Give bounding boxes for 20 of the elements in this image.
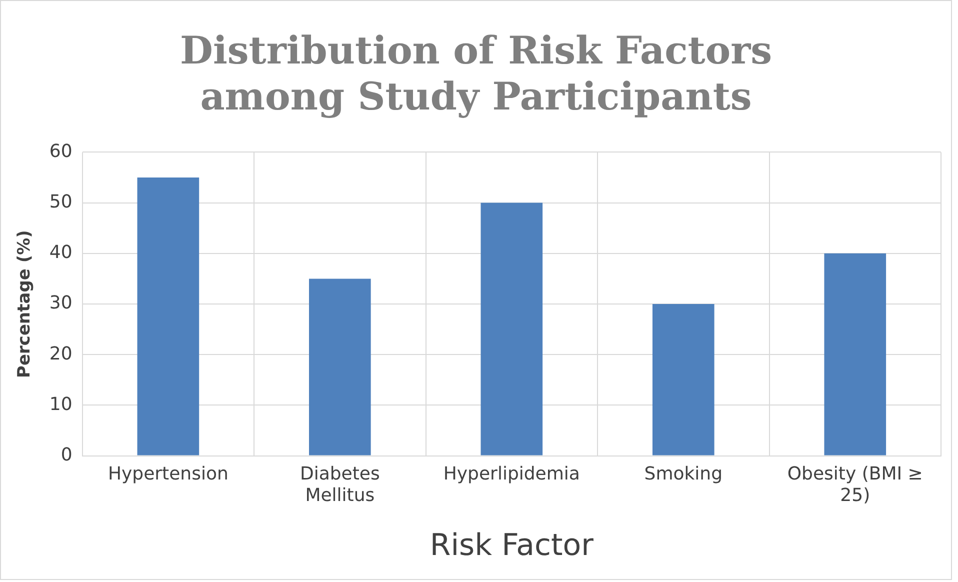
- x-tick-label: Hyperlipidemia: [443, 463, 580, 484]
- y-tick-label: 0: [60, 444, 72, 466]
- y-tick-label: 50: [49, 191, 72, 212]
- bar: [652, 304, 714, 456]
- chart-title: Distribution of Risk Factors among Study Participants: [180, 28, 772, 118]
- x-tick-label: Smoking: [644, 463, 723, 484]
- bar: [824, 253, 886, 456]
- x-tick-label: Hypertension: [108, 463, 228, 484]
- x-axis-title: Risk Factor: [430, 528, 594, 563]
- y-axis-title: Percentage (%): [14, 230, 35, 378]
- bar: [480, 202, 543, 456]
- bar: [137, 178, 200, 456]
- y-tick-label: 20: [49, 343, 72, 364]
- y-tick-label: 30: [49, 292, 72, 314]
- x-tick-label: Obesity (BMI ≥ 25): [787, 463, 923, 506]
- bar: [309, 278, 371, 456]
- y-tick-label: 40: [49, 242, 72, 264]
- y-tick-label: 60: [49, 140, 72, 162]
- y-tick-label: 10: [49, 394, 72, 415]
- x-tick-label: Diabetes Mellitus: [300, 463, 380, 506]
